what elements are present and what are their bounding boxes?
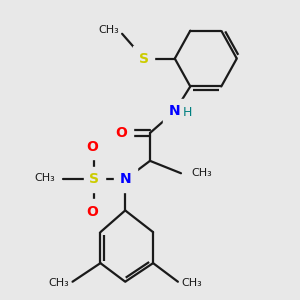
Text: S: S — [139, 52, 149, 66]
Text: N: N — [119, 172, 131, 186]
Text: O: O — [86, 140, 98, 154]
Text: CH₃: CH₃ — [49, 278, 69, 288]
Text: N: N — [169, 104, 181, 118]
Text: O: O — [116, 126, 128, 140]
Text: CH₃: CH₃ — [35, 173, 56, 183]
Text: CH₃: CH₃ — [98, 25, 119, 35]
Text: S: S — [89, 172, 99, 186]
Text: O: O — [86, 205, 98, 219]
Text: H: H — [183, 106, 193, 119]
Text: CH₃: CH₃ — [192, 168, 213, 178]
Text: CH₃: CH₃ — [181, 278, 202, 288]
